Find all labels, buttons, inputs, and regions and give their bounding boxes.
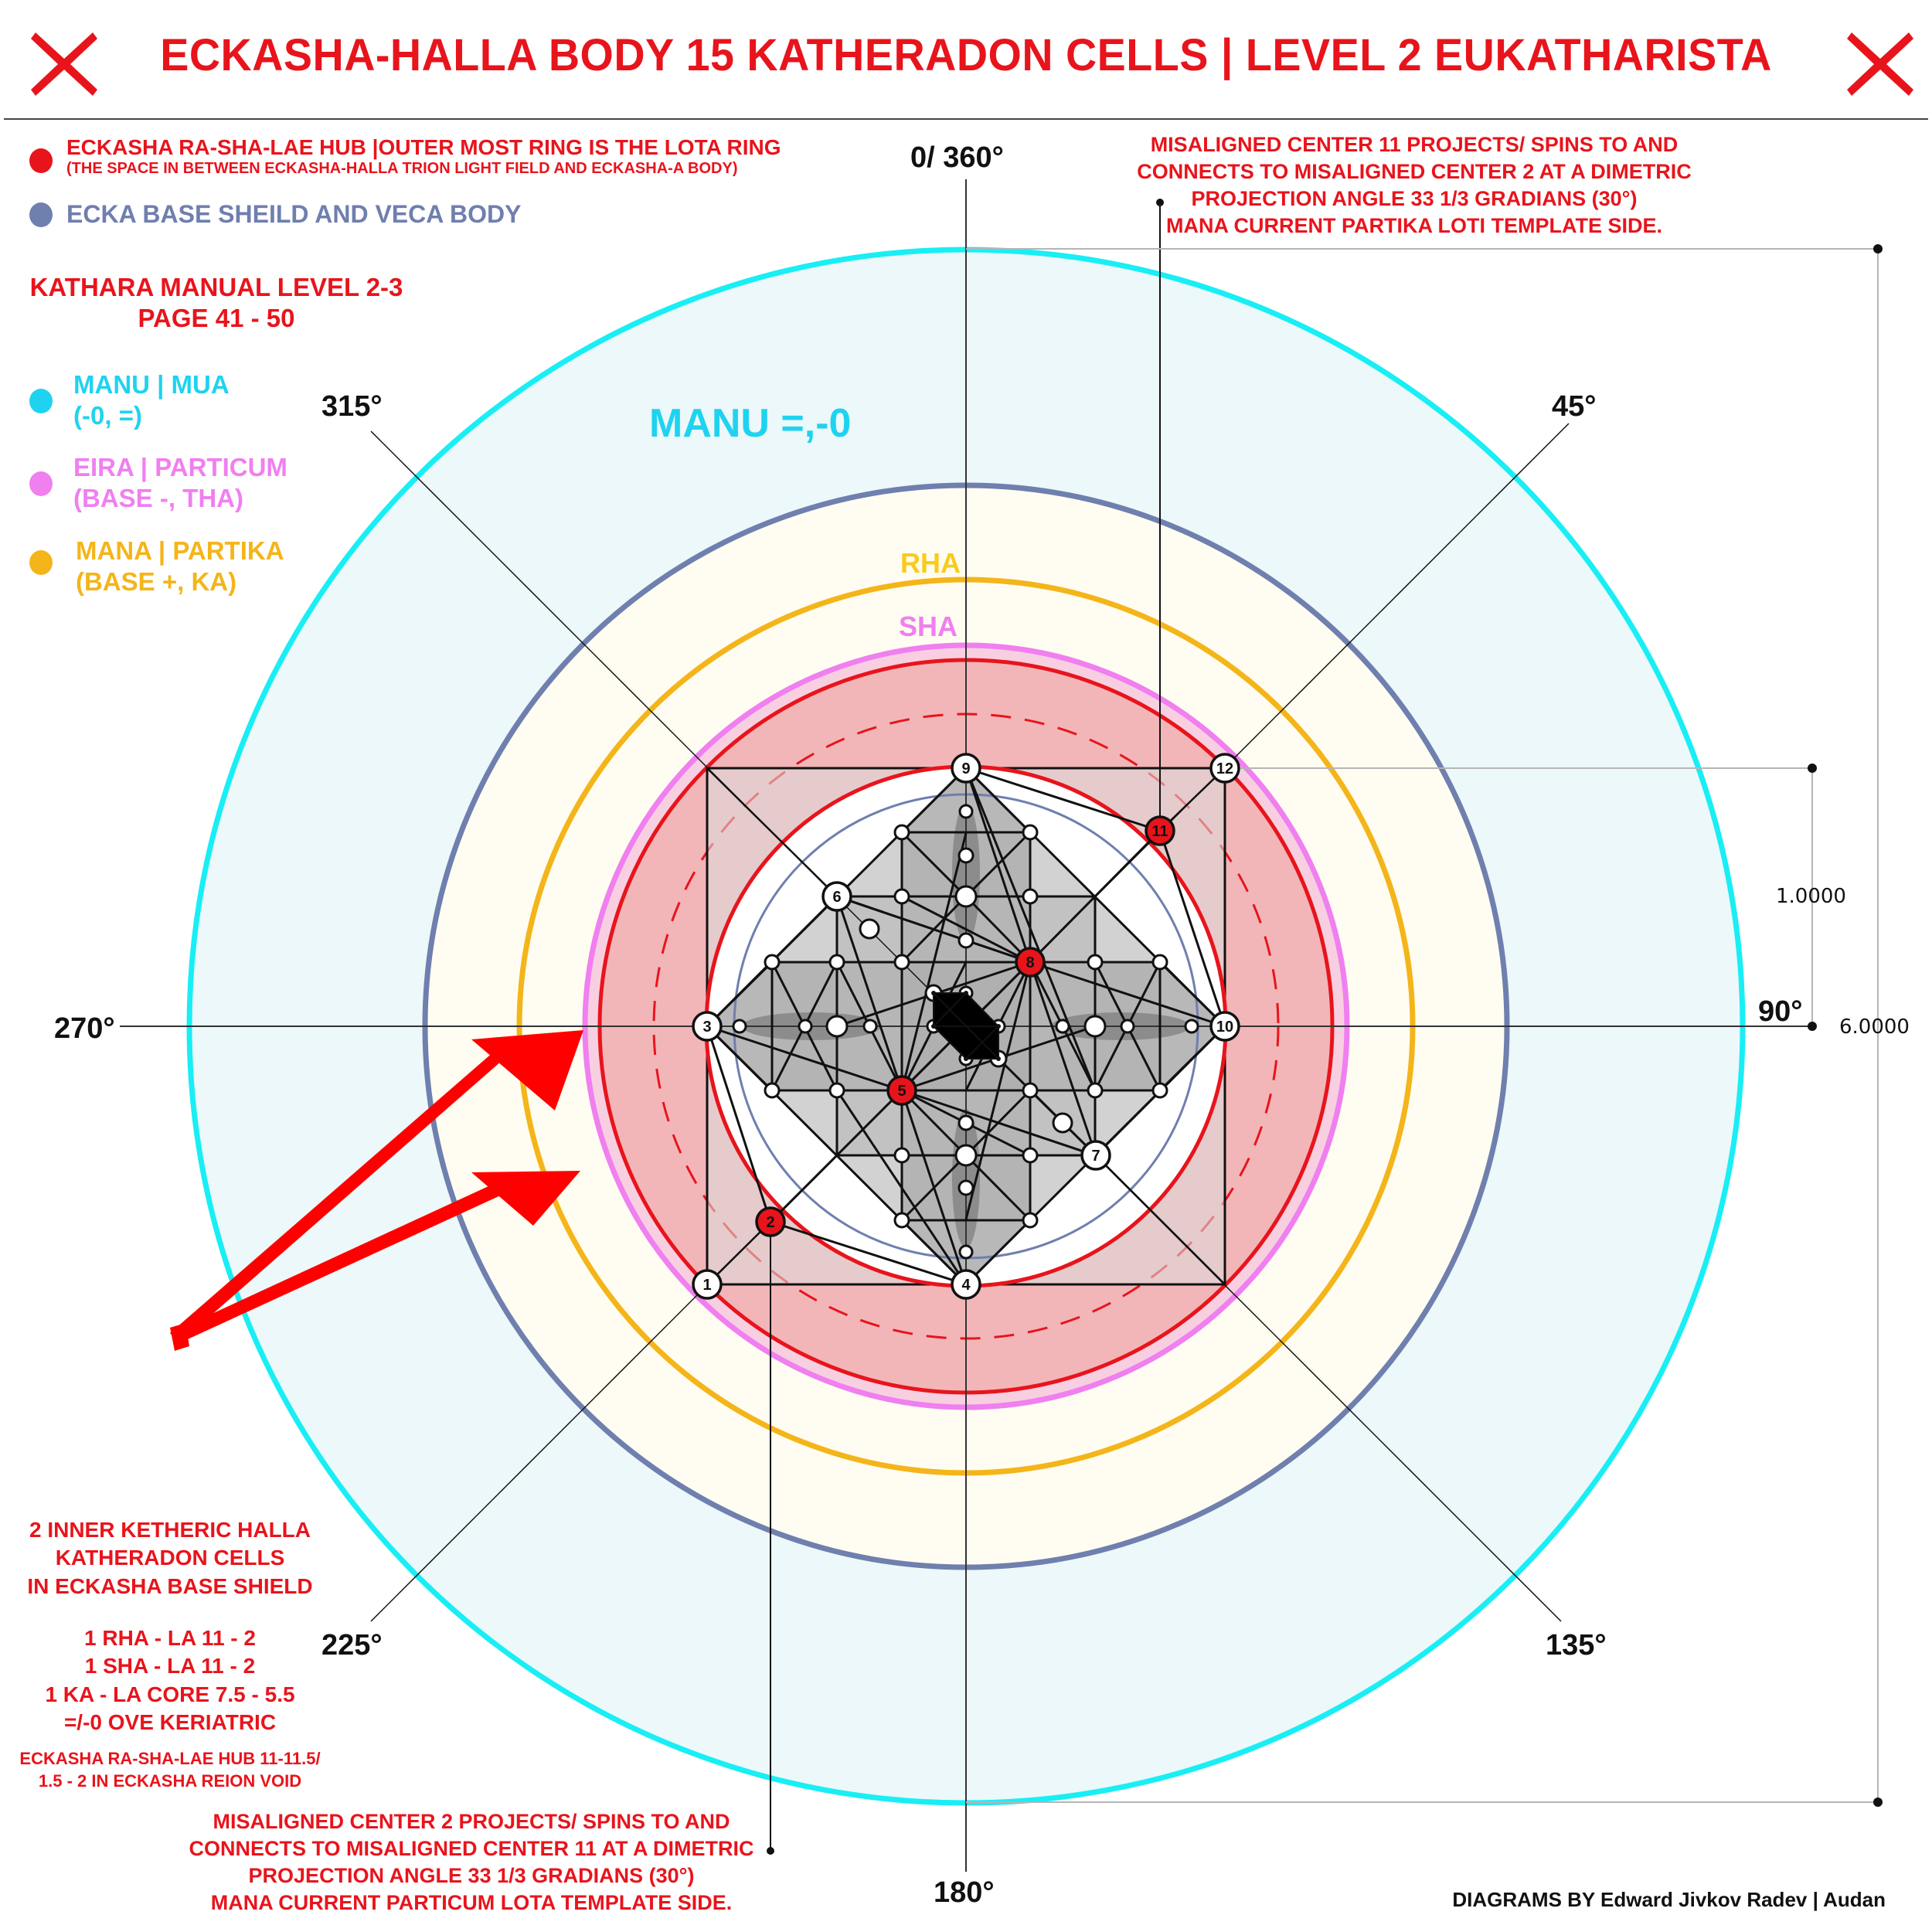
reference-line-1: KATHARA MANUAL LEVEL 2-3 xyxy=(29,273,403,301)
legend-manu-line2: (-0, =) xyxy=(73,400,142,430)
rha-ring-label: RHA xyxy=(900,547,961,579)
svg-text:11: 11 xyxy=(1151,823,1168,840)
red-arrows xyxy=(170,1030,583,1351)
svg-text:9: 9 xyxy=(961,760,970,777)
svg-text:4: 4 xyxy=(961,1277,971,1294)
svg-text:5: 5 xyxy=(897,1083,906,1100)
svg-text:3: 3 xyxy=(702,1019,711,1036)
angle-label-180: 180° xyxy=(934,1876,995,1909)
legend-hub-label: ECKASHA RA-SHA-LAE HUB |OUTER MOST RING … xyxy=(66,135,781,159)
legend-eira-line1: EIRA | PARTICUM xyxy=(73,453,287,481)
svg-text:7: 7 xyxy=(1091,1148,1100,1165)
dimension-outer: 6.0000 xyxy=(1839,1015,1910,1039)
core-nodes xyxy=(924,984,1008,1068)
legend-dot-gold xyxy=(29,550,53,575)
dimension-inner: 1.0000 xyxy=(1776,885,1846,908)
manu-ring-label: MANU =,-0 xyxy=(649,401,852,446)
note-inner-cells: 2 INNER KETHERIC HALLA KATHERADON CELLS … xyxy=(27,1518,313,1598)
legend-dot-pink xyxy=(29,471,53,496)
angle-label-0: 0/ 360° xyxy=(910,141,1004,174)
note-rha-sha-ka: 1 RHA - LA 11 - 2 1 SHA - LA 11 - 2 1 KA… xyxy=(45,1626,295,1735)
legend-mana-line1: MANA | PARTIKA xyxy=(76,536,284,565)
legend-eira-line2: (BASE -, THA) xyxy=(73,483,243,512)
legend-hub-sublabel: (THE SPACE IN BETWEEN ECKASHA-HALLA TRIO… xyxy=(66,160,738,177)
note-misaligned-2: MISALIGNED CENTER 2 PROJECTS/ SPINS TO A… xyxy=(189,1810,754,1915)
svg-text:10: 10 xyxy=(1216,1019,1233,1036)
angle-label-90: 90° xyxy=(1758,995,1803,1028)
angle-label-45: 45° xyxy=(1552,390,1597,423)
legend-dot-cyan xyxy=(29,389,53,413)
reference-line-2: PAGE 41 - 50 xyxy=(138,303,295,332)
svg-text:1: 1 xyxy=(702,1277,711,1294)
close-x-icon-right xyxy=(1847,32,1913,96)
sha-ring-label: SHA xyxy=(899,611,958,642)
svg-text:6: 6 xyxy=(832,889,841,906)
legend-dot-slate xyxy=(29,202,53,227)
svg-text:8: 8 xyxy=(1026,954,1034,971)
note-hub-void: ECKASHA RA-SHA-LAE HUB 11-11.5/ 1.5 - 2 … xyxy=(19,1749,321,1791)
angle-label-315: 315° xyxy=(321,390,383,423)
centers: 1 2 3 4 5 6 7 8 9 10 11 12 xyxy=(692,753,1240,1300)
note-misaligned-11: MISALIGNED CENTER 11 PROJECTS/ SPINS TO … xyxy=(1137,133,1692,238)
page-title: ECKASHA-HALLA BODY 15 KATHERADON CELLS |… xyxy=(160,30,1772,80)
svg-text:12: 12 xyxy=(1216,760,1233,777)
angle-label-270: 270° xyxy=(54,1012,115,1045)
close-x-icon-left xyxy=(31,32,97,96)
legend-dot-red xyxy=(29,148,53,173)
diagram-credit: DIAGRAMS BY Edward Jivkov Radev | Audan xyxy=(1452,1888,1886,1911)
legend-mana-line2: (BASE +, KA) xyxy=(76,566,237,596)
legend-shield-label: ECKA BASE SHEILD AND VECA BODY xyxy=(66,200,522,228)
header-divider xyxy=(4,118,1928,120)
legend-manu-line1: MANU | MUA xyxy=(73,370,230,399)
angle-label-135: 135° xyxy=(1546,1629,1607,1662)
svg-text:2: 2 xyxy=(766,1214,774,1231)
angle-label-225: 225° xyxy=(321,1629,383,1662)
